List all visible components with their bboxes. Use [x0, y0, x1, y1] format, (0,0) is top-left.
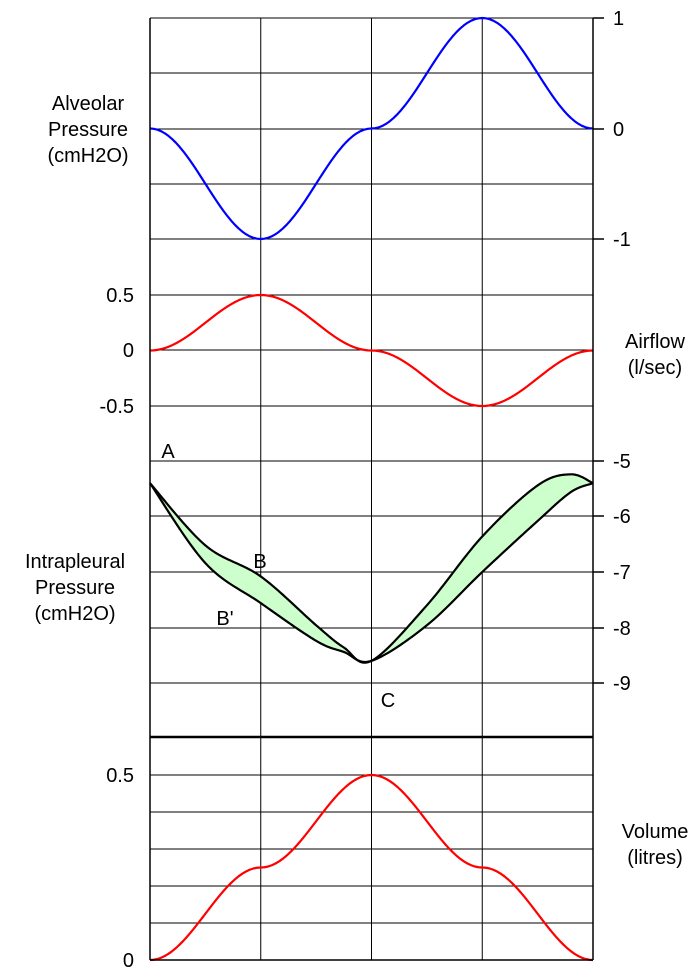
fill-between-area: [150, 474, 593, 663]
tick-label: 0: [123, 340, 134, 362]
tick-label: 0.5: [106, 765, 134, 787]
tick-label: 1: [613, 8, 624, 30]
fill-areas: [150, 474, 593, 663]
tick-label: -8: [613, 618, 631, 640]
axis-label: Alveolar: [52, 93, 125, 115]
series-lines: [149, 16, 594, 962]
point-label: B': [216, 608, 233, 630]
tick-label: -9: [613, 673, 631, 695]
axis-label: (cmH2O): [34, 603, 115, 625]
grid: [150, 17, 593, 960]
tick-label: 0: [123, 950, 134, 967]
point-label: B: [253, 551, 266, 573]
text-labels: 1 0 -1 Alveolar Pressure (cmH2O) 0.5 0 -0.5 Airfl…: [25, 8, 688, 967]
series-line: [149, 293, 594, 408]
axis-label: Airflow: [625, 331, 686, 353]
axis-label: (cmH2O): [47, 145, 128, 167]
tick-label: 0: [613, 119, 624, 141]
series-line: [149, 773, 594, 962]
axis-label: (l/sec): [628, 357, 682, 379]
axis-label: Pressure: [35, 577, 115, 599]
series-line: [149, 473, 594, 664]
axis-label: Volume: [622, 821, 689, 843]
tick-label: -5: [613, 451, 631, 473]
point-label: C: [381, 690, 395, 712]
tick-label: -0.5: [100, 396, 134, 418]
point-label: A: [161, 441, 175, 463]
plot-frame: [149, 17, 604, 961]
tick-label: 0.5: [106, 285, 134, 307]
tick-label: -1: [613, 229, 631, 251]
tick-label: -6: [613, 506, 631, 528]
axis-label: (litres): [627, 847, 683, 869]
axis-label: Intrapleural: [25, 551, 125, 573]
tick-label: -7: [613, 562, 631, 584]
series-line: [149, 16, 594, 241]
axis-label: Pressure: [48, 119, 128, 141]
